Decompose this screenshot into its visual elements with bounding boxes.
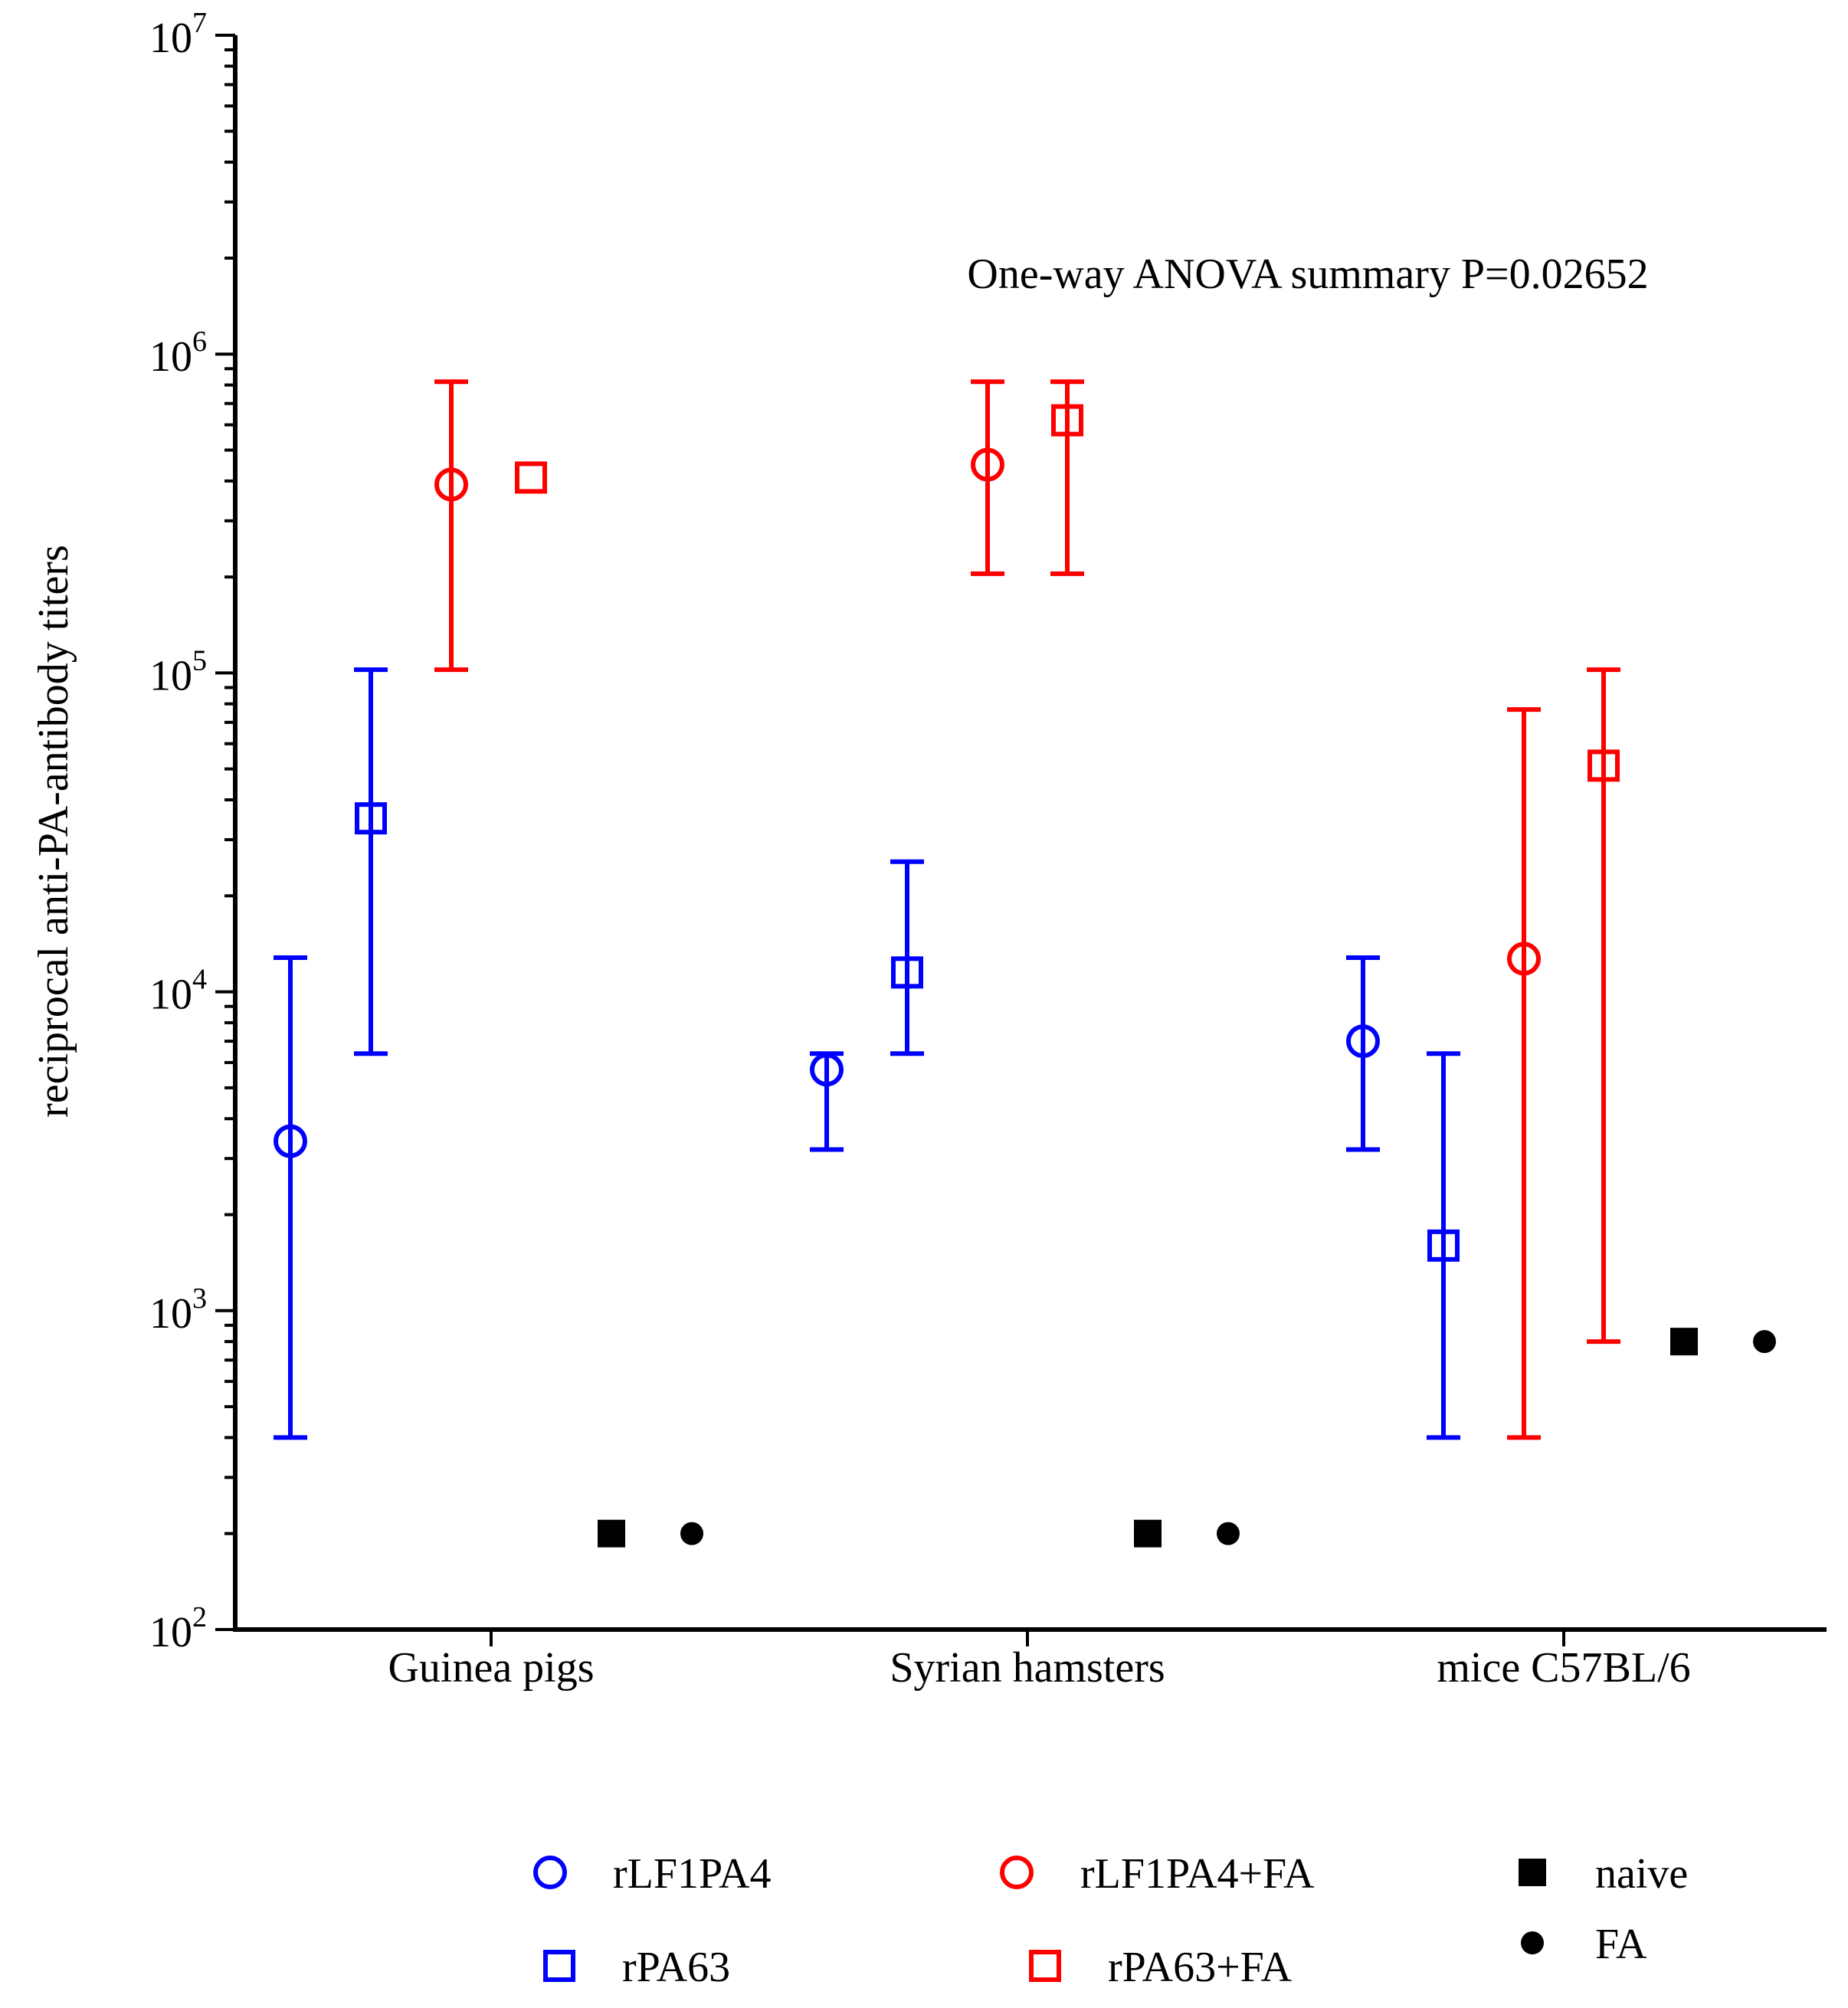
data-point [971, 447, 1004, 482]
data-layer [274, 379, 1776, 1548]
legend-marker [533, 1856, 567, 1889]
data-point [434, 467, 468, 502]
legend-marker [1000, 1856, 1034, 1889]
y-tick-label-exponent: 5 [192, 644, 207, 676]
data-point [1670, 1328, 1698, 1356]
data-point [891, 956, 923, 989]
data-point [1217, 1522, 1240, 1545]
data-point [515, 461, 547, 494]
legend-label: rLF1PA4 [613, 1850, 771, 1898]
legend-item-rpa63-fa: rPA63+FA [1029, 1944, 1293, 1991]
legend-label: rLF1PA4+FA [1080, 1850, 1315, 1898]
x-tick-labels: Guinea pigs Syrian hamsters mice C57BL/6 [388, 1644, 1690, 1692]
series-fa [680, 1330, 1776, 1545]
legend-label: naive [1595, 1850, 1688, 1898]
y-tick-label-base: 10 [149, 971, 192, 1019]
y-tick-label-base: 10 [149, 333, 192, 381]
y-tick-label-base: 10 [149, 1609, 192, 1656]
data-point [1507, 942, 1541, 976]
data-point [1134, 1519, 1162, 1548]
y-tick-label-base: 10 [149, 652, 192, 699]
data-point [810, 1053, 844, 1087]
y-tick-label: 106 [149, 326, 207, 381]
x-ticks [490, 1630, 1565, 1646]
y-axis-label: reciprocal anti-PA-antibody titers [30, 545, 77, 1118]
y-tick-label-exponent: 3 [192, 1282, 207, 1315]
legend: rLF1PA4 rLF1PA4+FA naive rPA63 rPA63+FA FA [533, 1850, 1688, 1991]
y-tick-label: 107 [149, 7, 207, 62]
series-rpa63-fa [515, 379, 1620, 1345]
y-tick-label: 102 [149, 1601, 207, 1656]
legend-label: FA [1595, 1921, 1647, 1968]
legend-item-rlf1pa4-fa: rLF1PA4+FA [1000, 1850, 1315, 1898]
y-tick-label-exponent: 6 [192, 326, 207, 358]
series-rlf1pa4-fa [434, 379, 1541, 1440]
legend-item-fa: FA [1521, 1921, 1647, 1968]
data-point [274, 1124, 307, 1158]
y-tick-label-exponent: 7 [192, 7, 207, 39]
data-point [1753, 1330, 1776, 1354]
legend-item-rpa63: rPA63 [543, 1944, 730, 1991]
data-point [1051, 404, 1083, 437]
data-point [355, 802, 387, 835]
data-point [1427, 1229, 1460, 1262]
data-point [680, 1522, 703, 1545]
data-point [1588, 749, 1620, 782]
legend-label: rPA63+FA [1108, 1944, 1293, 1991]
y-major-ticks [215, 34, 235, 1631]
legend-label: rPA63 [622, 1944, 730, 1991]
y-tick-label-base: 10 [149, 15, 192, 62]
y-tick-label-exponent: 4 [192, 964, 207, 996]
y-tick-label-exponent: 2 [192, 1601, 207, 1633]
y-tick-label: 103 [149, 1282, 207, 1338]
anova-annotation: One-way ANOVA summary P=0.02652 [967, 251, 1648, 298]
x-tick-label: Guinea pigs [388, 1644, 594, 1692]
x-tick-label: Syrian hamsters [890, 1644, 1165, 1692]
series-rpa63 [354, 667, 1460, 1440]
y-tick-label: 104 [149, 964, 207, 1019]
legend-marker [1519, 1859, 1546, 1886]
legend-marker [1029, 1950, 1061, 1982]
series-rlf1pa4 [274, 955, 1380, 1440]
legend-marker [543, 1950, 575, 1982]
data-point [598, 1519, 625, 1548]
legend-item-rlf1pa4: rLF1PA4 [533, 1850, 771, 1898]
y-tick-label: 105 [149, 644, 207, 699]
legend-marker [1521, 1931, 1544, 1954]
x-tick-label: mice C57BL/6 [1437, 1644, 1690, 1692]
series-naive [598, 1328, 1698, 1548]
y-tick-label-base: 10 [149, 1290, 192, 1338]
legend-item-naive: naive [1519, 1850, 1688, 1898]
data-point [1346, 1024, 1380, 1059]
